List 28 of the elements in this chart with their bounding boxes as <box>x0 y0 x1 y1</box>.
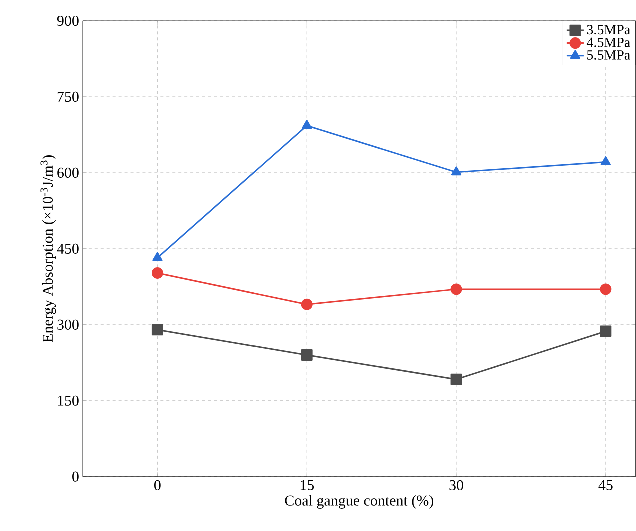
point <box>301 350 313 362</box>
legend-label: 4.5MPa <box>586 38 630 48</box>
point <box>600 326 612 338</box>
legend-label: 3.5MPa <box>587 25 630 35</box>
x-tick-label: 15 <box>300 480 314 490</box>
y-tick-label: 150 <box>58 396 79 406</box>
y-tick-label: 600 <box>58 168 79 178</box>
point <box>600 156 611 166</box>
y-tick-label: 900 <box>57 16 79 26</box>
y-tick-label: 450 <box>57 244 79 254</box>
x-tick-label: 45 <box>598 480 613 490</box>
point <box>600 284 612 296</box>
legend-label: 5.5MPa <box>588 50 630 60</box>
point <box>152 268 164 280</box>
point <box>152 324 164 336</box>
point <box>301 298 313 310</box>
x-axis-title: Coal gangue content (%) <box>285 495 434 510</box>
y-tick-label: 750 <box>58 92 79 102</box>
x-tick-label: 0 <box>154 480 161 491</box>
y-axis-title: Energy Absorption (×10$^{-3}$J/m$^{3}$) <box>40 156 56 343</box>
point <box>302 120 312 130</box>
y-tick-label: 0 <box>72 472 79 482</box>
x-tick-label: 30 <box>450 480 464 491</box>
point <box>450 374 462 386</box>
point <box>152 252 163 262</box>
y-tick-label: 300 <box>58 320 79 330</box>
point <box>451 166 462 176</box>
point <box>450 284 462 296</box>
